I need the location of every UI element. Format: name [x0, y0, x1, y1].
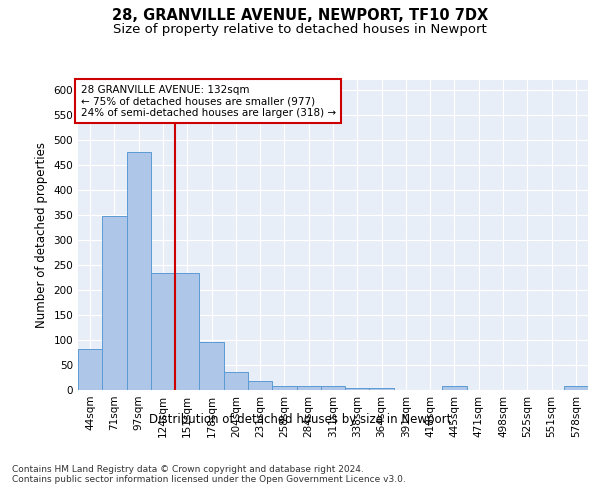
Bar	[296, 386, 321, 390]
Y-axis label: Number of detached properties: Number of detached properties	[35, 142, 48, 328]
Text: Size of property relative to detached houses in Newport: Size of property relative to detached ho…	[113, 22, 487, 36]
Bar	[199, 342, 224, 390]
Bar	[272, 386, 296, 390]
Bar	[370, 388, 394, 390]
Text: Distribution of detached houses by size in Newport: Distribution of detached houses by size …	[149, 412, 451, 426]
Bar	[345, 388, 370, 390]
Bar	[224, 372, 248, 390]
Bar	[248, 381, 272, 390]
Text: Contains HM Land Registry data © Crown copyright and database right 2024.
Contai: Contains HM Land Registry data © Crown c…	[12, 465, 406, 484]
Bar	[564, 386, 588, 390]
Text: 28 GRANVILLE AVENUE: 132sqm
← 75% of detached houses are smaller (977)
24% of se: 28 GRANVILLE AVENUE: 132sqm ← 75% of det…	[80, 84, 335, 118]
Bar	[102, 216, 127, 390]
Bar	[127, 152, 151, 390]
Bar	[321, 386, 345, 390]
Bar	[442, 386, 467, 390]
Bar	[151, 272, 175, 390]
Text: 28, GRANVILLE AVENUE, NEWPORT, TF10 7DX: 28, GRANVILLE AVENUE, NEWPORT, TF10 7DX	[112, 8, 488, 22]
Bar	[78, 349, 102, 390]
Bar	[175, 272, 199, 390]
